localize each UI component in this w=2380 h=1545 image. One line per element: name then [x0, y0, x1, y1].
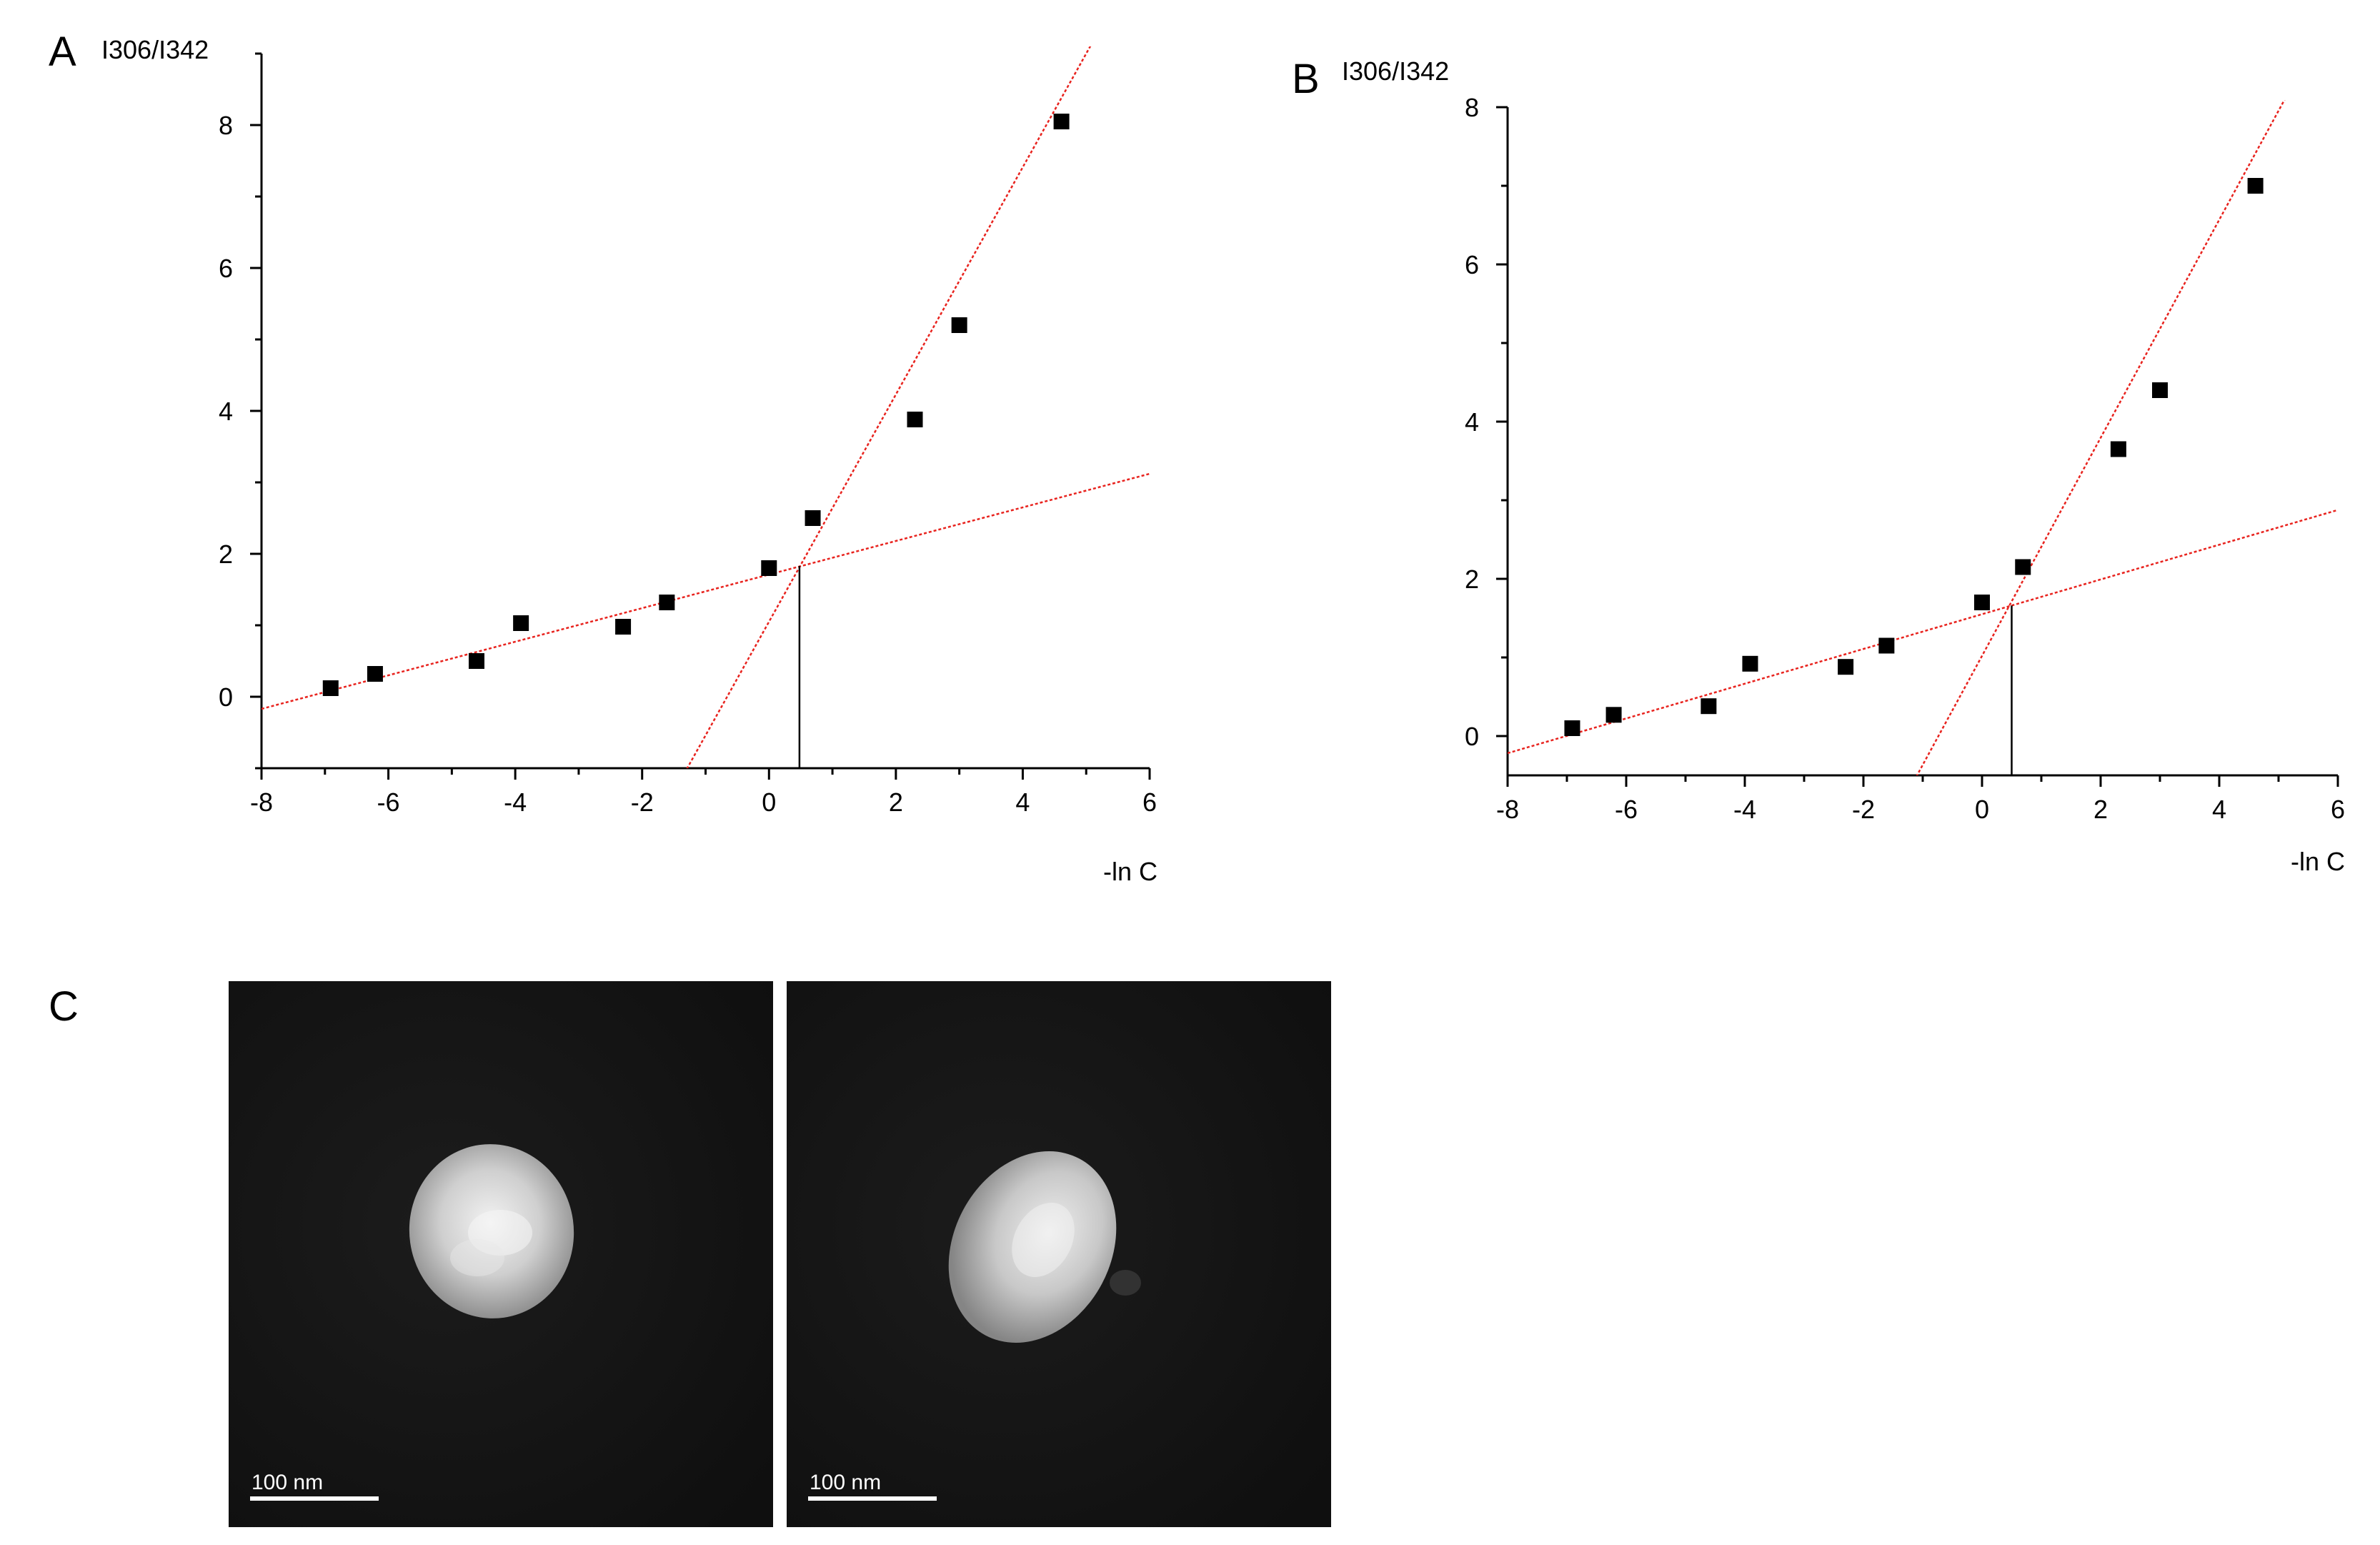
- fit-line-1: [1508, 509, 2339, 755]
- data-point: [1605, 707, 1622, 723]
- micrograph-left: 100 nm: [229, 981, 773, 1527]
- data-point: [615, 619, 632, 635]
- fit-line-2: [686, 46, 1092, 768]
- plot-area: -8 -6 -4 -2 0 2 4 6 0 2 4 6 8: [1465, 93, 2345, 824]
- panel-letter-c: C: [49, 983, 79, 1030]
- y-tick-label: 8: [1465, 93, 1479, 122]
- plot-area: -8 -6 -4 -2 0 2 4 6 0 2 4 6 8: [219, 46, 1157, 817]
- x-tick-label: 6: [1142, 788, 1157, 817]
- data-point: [367, 666, 383, 682]
- x-tick-label: -4: [1733, 795, 1756, 824]
- x-axis-label: -ln C: [2291, 847, 2345, 876]
- data-point: [951, 317, 967, 333]
- scale-bar-label: 100 nm: [810, 1471, 881, 1494]
- x-tick-label: 6: [2331, 795, 2345, 824]
- x-tick-label: 4: [1015, 788, 1030, 817]
- y-tick-label: 2: [219, 540, 233, 569]
- panel-a: A I306/I342 -ln C -8 -6 -4 -2 0 2 4 6 0 2 4 6 8: [49, 29, 1157, 886]
- x-tick-label: 0: [1975, 795, 1989, 824]
- panel-letter-a: A: [49, 29, 76, 75]
- x-tick-label: 2: [2093, 795, 2108, 824]
- y-tick-label: 0: [219, 682, 233, 712]
- y-tick-label: 4: [219, 397, 233, 426]
- panel-c: C 100 nm 100 nm: [49, 981, 1331, 1527]
- scale-bar: [808, 1496, 937, 1501]
- data-point: [761, 560, 777, 576]
- x-tick-label: -6: [1615, 795, 1638, 824]
- y-tick-label: 8: [219, 111, 233, 140]
- x-tick-label: 0: [762, 788, 776, 817]
- scale-bar: [250, 1496, 379, 1501]
- y-axis-label: I306/I342: [101, 35, 209, 64]
- y-axis-label: I306/I342: [1342, 56, 1449, 86]
- y-tick-label: 2: [1465, 565, 1479, 594]
- data-point: [2015, 559, 2031, 575]
- x-tick-label: -8: [1496, 795, 1519, 824]
- y-tick-label: 4: [1465, 407, 1479, 437]
- y-tick-label: 0: [1465, 722, 1479, 751]
- x-tick-label: 4: [2212, 795, 2226, 824]
- data-point: [907, 412, 923, 427]
- x-tick-label: -2: [1852, 795, 1875, 824]
- x-axis-label: -ln C: [1103, 857, 1157, 886]
- data-point: [2247, 178, 2264, 194]
- panel-b: B I306/I342 -ln C -8 -6 -4 -2 0 2 4 6 0 2 4 6 8: [1292, 56, 2345, 876]
- data-point: [468, 653, 484, 669]
- x-tick-label: -6: [377, 788, 400, 817]
- micrograph-right: 100 nm: [787, 981, 1331, 1527]
- scale-bar-label: 100 nm: [252, 1471, 323, 1494]
- y-tick-label: 6: [219, 254, 233, 283]
- data-point: [1053, 114, 1070, 129]
- x-tick-label: -2: [631, 788, 654, 817]
- data-point: [2110, 441, 2126, 457]
- data-point: [513, 615, 529, 631]
- x-tick-label: -8: [250, 788, 273, 817]
- panel-letter-b: B: [1292, 56, 1320, 102]
- data-point: [805, 510, 821, 526]
- fit-line-1: [262, 472, 1150, 710]
- data-point: [1974, 595, 1990, 610]
- data-point: [322, 680, 339, 696]
- data-point: [1701, 698, 1717, 715]
- data-point: [1838, 659, 1854, 675]
- x-tick-label: -4: [504, 788, 527, 817]
- data-point: [1742, 655, 1758, 672]
- y-tick-label: 6: [1465, 250, 1479, 279]
- x-tick-label: 2: [889, 788, 903, 817]
- fit-line-2: [1916, 100, 2286, 775]
- data-point: [659, 595, 675, 610]
- data-point: [1878, 637, 1895, 654]
- data-point: [2152, 382, 2168, 398]
- data-point: [1564, 720, 1580, 736]
